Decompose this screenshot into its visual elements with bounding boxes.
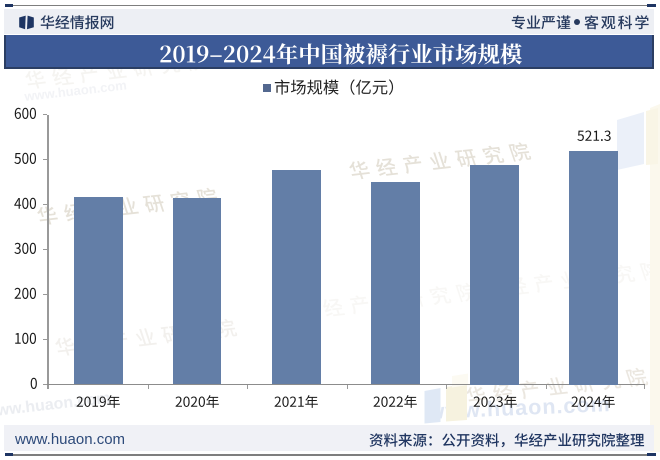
svg-text:www.huaon.com: www.huaon.com: [23, 77, 128, 104]
